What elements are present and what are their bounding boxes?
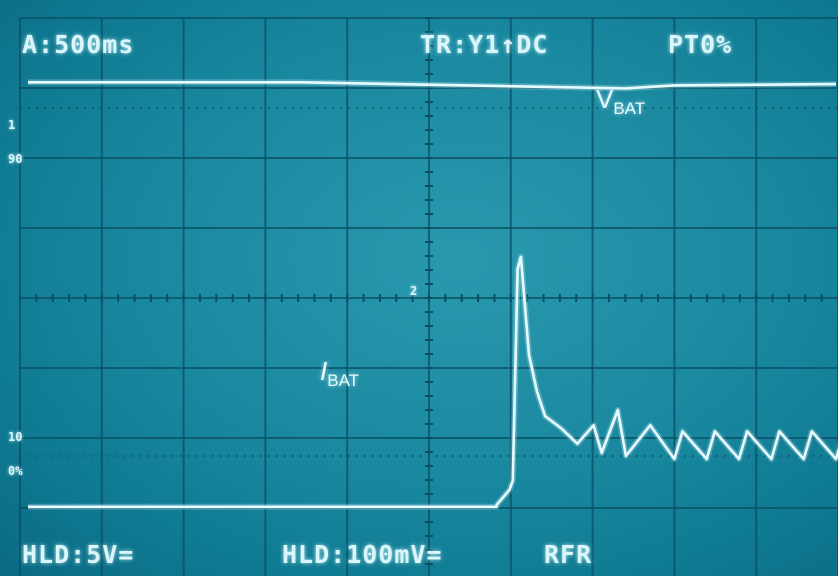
pretrigger-readout: PT0% <box>668 30 733 59</box>
v-bat-trace <box>28 81 837 90</box>
i-bat-trace <box>28 255 838 509</box>
vbat-label-sub: BAT <box>613 99 646 118</box>
vbat-trace-label: VBAT <box>596 84 645 119</box>
traces <box>28 79 838 510</box>
trigger-readout: TR:Y1↑DC <box>420 30 549 59</box>
cursor-marker: 2 <box>410 284 418 298</box>
ibat-label-main: I <box>320 356 328 386</box>
ch1-scale-readout: HLD:5V= <box>22 540 135 569</box>
marker-0-percent: 0% <box>8 464 23 478</box>
marker-90-percent: 90 <box>8 152 23 166</box>
graticule <box>19 17 838 576</box>
mode-readout: RFR <box>544 540 593 569</box>
vbat-label-main: V <box>596 84 614 114</box>
ibat-label-sub: BAT <box>327 371 360 390</box>
timebase-readout: A:500ms <box>22 30 135 59</box>
ibat-trace-label: IBAT <box>320 356 359 391</box>
marker-10-percent: 10 <box>8 430 23 444</box>
marker-100-percent: 1 <box>8 118 16 132</box>
i-bat-trace-glow <box>28 253 838 510</box>
ch2-scale-readout: HLD:100mV= <box>282 540 443 569</box>
